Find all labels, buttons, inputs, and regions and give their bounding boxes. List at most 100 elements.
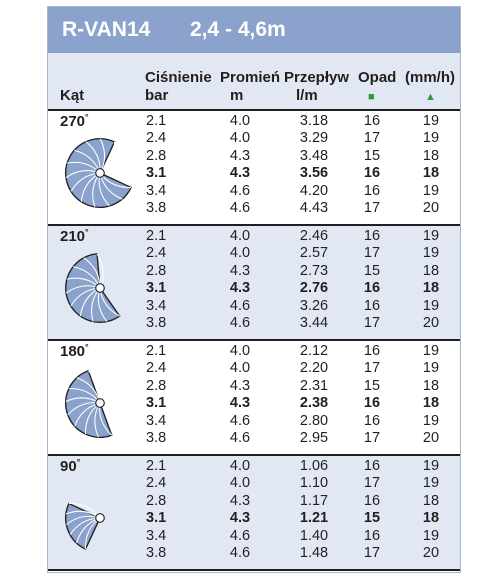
- radius-cell: 4.0: [229, 458, 251, 474]
- triangle-precip-cell: 18: [422, 280, 440, 297]
- flow-cell: 1.06: [299, 458, 329, 474]
- table-row: 3.1 4.3 2.76 16 18: [48, 280, 460, 297]
- flow-cell: 2.20: [299, 360, 329, 377]
- flow-cell: 2.57: [299, 245, 329, 262]
- pressure-cell: 2.4: [146, 475, 167, 492]
- flow-cell: 2.46: [299, 228, 329, 244]
- table-row: 2.8 4.3 3.48 15 18: [48, 148, 460, 165]
- pressure-cell: 3.1: [146, 165, 167, 182]
- radius-cell: 4.6: [229, 182, 251, 199]
- table-row: 2.8 4.3 2.31 15 18: [48, 378, 460, 395]
- pressure-cell: 2.8: [146, 377, 167, 394]
- pressure-cell: 3.4: [146, 297, 167, 314]
- radius-cell: 4.0: [229, 130, 251, 147]
- degree-symbol: °: [85, 112, 89, 122]
- radius-cell: 4.6: [229, 527, 251, 544]
- pressure-cell: 3.1: [146, 280, 167, 297]
- square-precip-cell: 15: [363, 147, 381, 164]
- angle-section: 180° 2.1 4.0 2.12 16 19 2.4 4.0 2.20 17 19 2.8 4.3 2.…: [48, 341, 460, 456]
- square-precip-cell: 16: [363, 458, 381, 474]
- flow-cell: 4.43: [299, 200, 329, 216]
- header-pressure: Ciśnienie: [145, 69, 212, 86]
- model-title: R-VAN14: [62, 18, 151, 41]
- radius-range-title: 2,4 - 4,6m: [190, 18, 286, 41]
- table-row: 3.4 4.6 2.80 16 19: [48, 413, 460, 430]
- table-row: 2.4 4.0 1.10 17 19: [48, 475, 460, 492]
- degree-symbol: °: [85, 227, 89, 237]
- pressure-cell: 3.1: [146, 395, 167, 412]
- pressure-cell: 3.8: [146, 545, 167, 561]
- flow-cell: 3.26: [299, 297, 329, 314]
- header-precipitation: Opad: [358, 69, 397, 86]
- radius-cell: 4.6: [229, 412, 251, 429]
- triangle-precip-cell: 18: [422, 165, 440, 182]
- flow-cell: 1.40: [299, 527, 329, 544]
- radius-cell: 4.3: [229, 262, 251, 279]
- header-flow-unit: l/m: [296, 87, 318, 104]
- table-row: 2.4 4.0 3.29 17 19: [48, 130, 460, 147]
- angle-value: 90: [60, 458, 77, 475]
- flow-cell: 3.56: [299, 165, 329, 182]
- pressure-cell: 3.1: [146, 510, 167, 527]
- pressure-cell: 2.1: [146, 458, 167, 474]
- header-precipitation-unit: (mm/h): [405, 69, 455, 86]
- triangle-precip-cell: 18: [422, 510, 440, 527]
- table-row: 2.1 4.0 1.06 16 19: [48, 458, 460, 475]
- degree-symbol: °: [85, 342, 89, 352]
- radius-cell: 4.3: [229, 492, 251, 509]
- radius-cell: 4.3: [229, 377, 251, 394]
- square-precip-cell: 17: [363, 245, 381, 262]
- flow-cell: 3.44: [299, 315, 329, 331]
- flow-cell: 3.18: [299, 113, 329, 129]
- radius-cell: 4.3: [229, 280, 251, 297]
- angle-label: 270°: [60, 112, 89, 130]
- pressure-cell: 2.1: [146, 228, 167, 244]
- square-precip-cell: 16: [363, 412, 381, 429]
- flow-cell: 1.17: [299, 492, 329, 509]
- header-pressure-unit: bar: [145, 87, 169, 104]
- square-precip-cell: 16: [363, 343, 381, 359]
- radius-cell: 4.3: [229, 395, 251, 412]
- triangle-precip-cell: 19: [422, 475, 440, 492]
- pressure-cell: 2.4: [146, 360, 167, 377]
- table-row: 3.4 4.6 3.26 16 19: [48, 298, 460, 315]
- flow-cell: 4.20: [299, 182, 329, 199]
- angle-label: 180°: [60, 342, 89, 360]
- pressure-cell: 2.8: [146, 262, 167, 279]
- radius-cell: 4.6: [229, 545, 251, 561]
- table-row: 3.8 4.6 4.43 17 20: [48, 200, 460, 217]
- triangle-precip-cell: 18: [422, 395, 440, 412]
- angle-label: 210°: [60, 227, 89, 245]
- header-flow: Przepływ: [284, 69, 350, 86]
- table-row: 2.1 4.0 2.12 16 19: [48, 343, 460, 360]
- pressure-cell: 3.8: [146, 200, 167, 216]
- radius-cell: 4.6: [229, 200, 251, 216]
- square-precip-cell: 17: [363, 430, 381, 446]
- triangle-precip-cell: 19: [422, 458, 440, 474]
- radius-cell: 4.6: [229, 315, 251, 331]
- header-angle: Kąt: [60, 87, 85, 104]
- flow-cell: 2.80: [299, 412, 329, 429]
- table-row: 2.4 4.0 2.57 17 19: [48, 245, 460, 262]
- table-row: 2.8 4.3 2.73 15 18: [48, 263, 460, 280]
- square-precip-cell: 15: [363, 510, 381, 527]
- triangle-precip-cell: 19: [422, 245, 440, 262]
- radius-cell: 4.0: [229, 228, 251, 244]
- pressure-cell: 3.8: [146, 315, 167, 331]
- square-precip-cell: 16: [363, 297, 381, 314]
- flow-cell: 3.29: [299, 130, 329, 147]
- triangle-precip-cell: 20: [422, 545, 440, 561]
- table-row: 3.1 4.3 1.21 15 18: [48, 510, 460, 527]
- flow-cell: 2.38: [299, 395, 329, 412]
- pressure-cell: 3.4: [146, 527, 167, 544]
- flow-cell: 2.12: [299, 343, 329, 359]
- square-precip-cell: 16: [363, 280, 381, 297]
- square-precip-cell: 16: [363, 492, 381, 509]
- flow-cell: 1.48: [299, 545, 329, 561]
- table-row: 3.8 4.6 3.44 17 20: [48, 315, 460, 332]
- square-precip-cell: 17: [363, 130, 381, 147]
- table-row: 2.1 4.0 2.46 16 19: [48, 228, 460, 245]
- triangle-precip-cell: 18: [422, 262, 440, 279]
- square-precip-cell: 16: [363, 165, 381, 182]
- triangle-precip-cell: 19: [422, 297, 440, 314]
